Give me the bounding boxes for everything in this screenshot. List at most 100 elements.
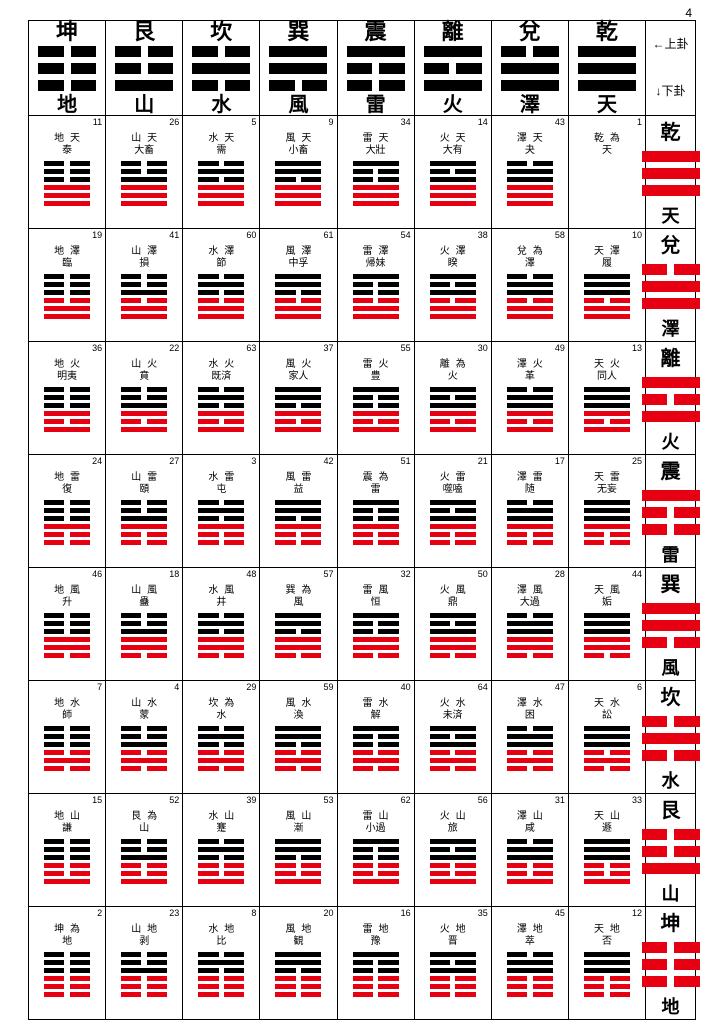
- row-header-char: 兌: [646, 229, 695, 258]
- gua-glyph: [275, 387, 321, 432]
- legend-lower: ↓下卦: [646, 82, 695, 101]
- hexagram-number: 58: [555, 230, 565, 240]
- gua-glyph: [584, 952, 630, 997]
- hexagram-cell: 1 乾為 天: [568, 116, 645, 229]
- gua-glyph: [121, 613, 167, 658]
- gua-glyph: [353, 161, 399, 206]
- hexagram-pair-label: 地雷: [48, 473, 86, 484]
- gua-glyph: [353, 613, 399, 658]
- gua-glyph: [646, 490, 695, 535]
- col-header-char: 離: [415, 21, 491, 43]
- hexagram-number: 46: [92, 569, 102, 579]
- hexagram-name: 水: [216, 711, 226, 722]
- hexagram-cell: 26 山天 大畜: [106, 116, 183, 229]
- hexagram-cell: 23 山地 剥: [106, 907, 183, 1020]
- gua-glyph: [121, 387, 167, 432]
- hexagram-name: 中孚: [288, 259, 308, 270]
- hexagram-name: 睽: [448, 259, 458, 270]
- hexagram-pair-label: 山水: [125, 699, 163, 710]
- hexagram-cell: 52 艮為 山: [106, 794, 183, 907]
- hexagram-name: 恒: [371, 598, 381, 609]
- hexagram-number: 28: [555, 569, 565, 579]
- hexagram-cell: 3 水雷 屯: [183, 455, 260, 568]
- hexagram-pair-label: 兌為: [511, 247, 549, 258]
- hexagram-cell: 55 雷火 豊: [337, 342, 414, 455]
- hexagram-number: 41: [169, 230, 179, 240]
- gua-glyph: [353, 500, 399, 545]
- hexagram-pair-label: 離為: [434, 360, 472, 371]
- gua-glyph: [584, 274, 630, 319]
- hexagram-number: 16: [401, 908, 411, 918]
- hexagram-name: 蒙: [139, 711, 149, 722]
- hexagram-pair-label: 火山: [434, 812, 472, 823]
- hexagram-pair-label: 天雷: [588, 473, 626, 484]
- gua-glyph: [44, 161, 90, 206]
- hexagram-name: 蠱: [139, 598, 149, 609]
- hexagram-number: 37: [323, 343, 333, 353]
- gua-glyph: [44, 726, 90, 771]
- row-header-element: 火: [646, 428, 695, 454]
- hexagram-cell: 60 水澤 節: [183, 229, 260, 342]
- hexagram-pair-label: 坎為: [202, 699, 240, 710]
- gua-glyph: [430, 726, 476, 771]
- hexagram-name: 家人: [288, 372, 308, 383]
- gua-glyph: [507, 726, 553, 771]
- gua-glyph: [507, 387, 553, 432]
- hexagram-number: 26: [169, 117, 179, 127]
- iching-chart-page: 4 坤 地 艮 山 坎 水 巽 風 震 雷 離 火 兌 澤 乾 天: [0, 0, 724, 1024]
- hexagram-cell: 44 天風 姤: [568, 568, 645, 681]
- hexagram-number: 62: [401, 795, 411, 805]
- hexagram-cell: 43 澤天 夬: [491, 116, 568, 229]
- hexagram-number: 54: [401, 230, 411, 240]
- gua-glyph: [121, 726, 167, 771]
- col-header-element: 火: [415, 95, 491, 115]
- col-header-element: 天: [569, 95, 645, 115]
- hexagram-name: 剥: [139, 937, 149, 948]
- row-header-element: 水: [646, 767, 695, 793]
- hexagram-pair-label: 澤地: [511, 925, 549, 936]
- gua-glyph: [646, 151, 695, 196]
- hexagram-number: 2: [97, 908, 102, 918]
- row-header-element: 澤: [646, 315, 695, 341]
- gua-glyph: [353, 952, 399, 997]
- gua-glyph: [29, 46, 105, 91]
- hexagram-name: 比: [216, 937, 226, 948]
- row-header: 乾 天: [646, 116, 696, 229]
- col-header: 兌 澤: [491, 21, 568, 116]
- hexagram-number: 3: [251, 456, 256, 466]
- row-header-element: 地: [646, 993, 695, 1019]
- col-header-char: 兌: [492, 21, 568, 43]
- hexagram-cell: 40 雷水 解: [337, 681, 414, 794]
- gua-glyph: [353, 839, 399, 884]
- hexagram-pair-label: 風地: [279, 925, 317, 936]
- hexagram-cell: 47 澤水 困: [491, 681, 568, 794]
- hexagram-name: 頤: [139, 485, 149, 496]
- col-header: 艮 山: [106, 21, 183, 116]
- hexagram-pair-label: 火雷: [434, 473, 472, 484]
- gua-glyph: [44, 952, 90, 997]
- gua-glyph: [198, 274, 244, 319]
- hexagram-cell: 63 水火 既済: [183, 342, 260, 455]
- col-header-element: 風: [260, 95, 336, 115]
- hexagram-cell: 27 山雷 頤: [106, 455, 183, 568]
- col-header-char: 艮: [106, 21, 182, 43]
- legend-cell: ←上卦 ↓下卦: [646, 21, 696, 116]
- hexagram-pair-label: 澤天: [511, 134, 549, 145]
- gua-glyph: [121, 839, 167, 884]
- col-header-element: 雷: [338, 95, 414, 115]
- gua-glyph: [44, 387, 90, 432]
- hexagram-number: 4: [174, 682, 179, 692]
- hexagram-pair-label: 雷風: [357, 586, 395, 597]
- hexagram-cell: 33 天山 遯: [568, 794, 645, 907]
- gua-glyph: [507, 500, 553, 545]
- hexagram-pair-label: 火水: [434, 699, 472, 710]
- hexagram-number: 14: [478, 117, 488, 127]
- gua-glyph: [584, 387, 630, 432]
- hexagram-cell: 11 地天 泰: [29, 116, 106, 229]
- hexagram-cell: 6 天水 訟: [568, 681, 645, 794]
- hexagram-pair-label: 山風: [125, 586, 163, 597]
- hexagram-name: 観: [293, 937, 303, 948]
- row-header: 兌 澤: [646, 229, 696, 342]
- hexagram-pair-label: 風火: [279, 360, 317, 371]
- col-header-char: 震: [338, 21, 414, 43]
